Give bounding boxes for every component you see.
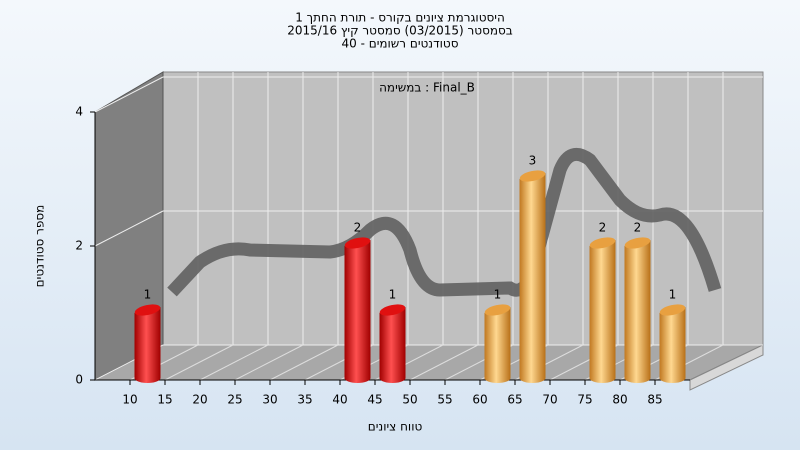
x-tick-label: 20 [192, 393, 207, 407]
chart-title: היסטוגרמת ציונים בקורס - תורת החתך 1 [295, 11, 505, 25]
grid-line [94, 210, 164, 247]
x-tick-label: 65 [507, 393, 522, 407]
x-tick-label: 40 [332, 393, 347, 407]
grid-line [234, 344, 304, 381]
x-tick-label: 15 [157, 393, 172, 407]
data-label: 1 [389, 288, 397, 302]
bar-top [484, 304, 511, 316]
y-tick-label: 0 [75, 373, 83, 387]
bar-body [624, 240, 651, 383]
x-tick-label: 75 [577, 393, 592, 407]
bar-body [659, 307, 686, 383]
floor-edge [689, 344, 764, 391]
data-label: 1 [494, 288, 502, 302]
subtitle: בסמסטר (03/2015) סמסטר קיץ 2015/16 [287, 24, 513, 38]
y-tick-label: 4 [75, 105, 83, 119]
bar-top [589, 237, 616, 249]
data-label: 2 [354, 221, 362, 235]
data-label: 2 [634, 221, 642, 235]
bar [659, 304, 686, 383]
bar-body [589, 240, 616, 383]
subtitle: סטודנטים רשומים - 40 [341, 37, 458, 51]
x-axis-label: טווח ציונים [368, 420, 423, 434]
data-label: 1 [669, 288, 677, 302]
bar [519, 170, 546, 383]
bar-body [519, 173, 546, 383]
bar [624, 237, 651, 383]
x-tick-label: 55 [437, 393, 452, 407]
x-tick-label: 70 [542, 393, 557, 407]
bar [134, 304, 161, 383]
grid-line [199, 344, 269, 381]
grid-line [409, 344, 479, 381]
bar-top [624, 237, 651, 249]
y-tick-label: 2 [75, 239, 83, 253]
bar-body [344, 240, 371, 383]
bar-top [379, 304, 406, 316]
bar [344, 237, 371, 383]
ribbon [167, 147, 722, 297]
data-label: 1 [144, 288, 152, 302]
bar-top [134, 304, 161, 316]
data-label: 3 [529, 154, 537, 168]
bar [379, 304, 406, 383]
x-tick-label: 10 [122, 393, 137, 407]
bar-body [379, 307, 406, 383]
annotation: במשימה : Final_B [379, 81, 475, 95]
x-tick-label: 35 [297, 393, 312, 407]
y-axis-label: מספר סטודנטים [33, 205, 47, 288]
x-tick-label: 45 [367, 393, 382, 407]
x-tick-label: 80 [612, 393, 627, 407]
bar [484, 304, 511, 383]
bar-top [519, 170, 546, 182]
bar-top [659, 304, 686, 316]
grid-line [164, 344, 234, 381]
bar-body [484, 307, 511, 383]
grid-line [269, 344, 339, 381]
x-tick-label: 60 [472, 393, 487, 407]
bar-body [134, 307, 161, 383]
data-label: 2 [599, 221, 607, 235]
bar-top [344, 237, 371, 249]
x-tick-label: 50 [402, 393, 417, 407]
bar [589, 237, 616, 383]
grid-line [94, 76, 164, 113]
x-tick-label: 85 [647, 393, 662, 407]
x-tick-label: 30 [262, 393, 277, 407]
x-tick-label: 25 [227, 393, 242, 407]
